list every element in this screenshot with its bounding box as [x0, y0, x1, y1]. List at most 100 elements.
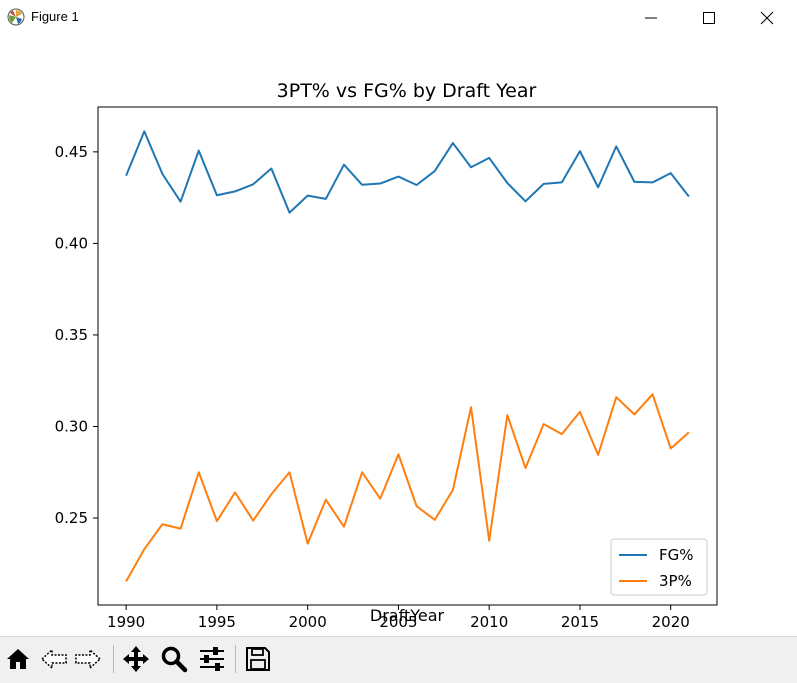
window-title: Figure 1 — [31, 9, 79, 24]
toolbar-separator — [113, 645, 114, 673]
data-point-3p — [397, 453, 399, 455]
data-point-fg — [506, 182, 508, 184]
y-tick-label: 0.30 — [55, 417, 88, 435]
data-point-3p — [524, 467, 526, 469]
figure-canvas[interactable]: 3PT% vs FG% by Draft Year 1990 1995 2000 20… — [0, 36, 797, 636]
toolbar-separator — [235, 645, 236, 673]
data-point-fg — [488, 157, 490, 159]
data-point-3p — [543, 423, 545, 425]
y-tick-label: 0.25 — [55, 509, 88, 527]
data-point-fg — [143, 130, 145, 132]
data-point-fg — [307, 195, 309, 197]
minimize-icon — [645, 17, 657, 19]
data-point-3p — [597, 454, 599, 456]
series-line-fg — [125, 130, 690, 214]
legend-label: 3P% — [659, 572, 692, 590]
data-point-fg — [452, 142, 454, 144]
navigation-toolbar — [0, 636, 797, 683]
data-point-3p — [488, 540, 490, 542]
maximize-button[interactable] — [680, 0, 738, 36]
data-point-3p — [434, 519, 436, 521]
close-button[interactable] — [738, 0, 796, 36]
data-point-3p — [307, 543, 309, 545]
data-point-3p — [252, 520, 254, 522]
legend-label: FG% — [659, 546, 694, 564]
data-point-fg — [688, 196, 690, 198]
title-bar: Figure 1 — [0, 0, 797, 36]
data-point-3p — [561, 433, 563, 435]
data-point-3p — [198, 471, 200, 473]
data-point-fg — [379, 183, 381, 185]
x-tick-label: 2010 — [470, 613, 508, 631]
matplotlib-logo-icon — [7, 8, 25, 26]
configure-subplots-button[interactable] — [196, 643, 228, 675]
data-point-fg — [252, 183, 254, 185]
data-point-fg — [180, 201, 182, 203]
data-point-3p — [416, 505, 418, 507]
data-point-3p — [670, 447, 672, 449]
data-point-fg — [361, 184, 363, 186]
data-point-fg — [543, 183, 545, 185]
configure-subplots-icon — [200, 647, 224, 671]
forward-button[interactable] — [72, 643, 104, 675]
data-point-fg — [670, 172, 672, 174]
data-point-3p — [161, 523, 163, 525]
close-icon — [760, 11, 774, 25]
axes-frame — [97, 106, 718, 606]
back-button[interactable] — [38, 643, 70, 675]
back-icon — [40, 648, 67, 670]
data-point-3p — [234, 491, 236, 493]
y-tick-label: 0.35 — [55, 326, 88, 344]
save-icon — [246, 647, 270, 671]
y-tick-label: 0.40 — [55, 234, 88, 252]
data-point-fg — [234, 190, 236, 192]
data-point-3p — [379, 498, 381, 500]
data-point-fg — [325, 198, 327, 200]
data-point-3p — [688, 431, 690, 433]
data-point-fg — [633, 181, 635, 183]
zoom-button[interactable] — [158, 643, 190, 675]
home-button[interactable] — [2, 643, 34, 675]
data-point-fg — [343, 164, 345, 166]
data-point-3p — [143, 548, 145, 550]
maximize-icon — [703, 12, 715, 24]
x-tick-label: 1990 — [107, 613, 145, 631]
data-point-3p — [325, 499, 327, 501]
data-point-fg — [216, 194, 218, 196]
data-point-fg — [615, 145, 617, 147]
x-tick-label: 2020 — [652, 613, 690, 631]
data-point-3p — [216, 520, 218, 522]
data-point-3p — [579, 411, 581, 413]
forward-icon — [75, 648, 102, 670]
x-tick-label: 2005 — [379, 613, 417, 631]
data-point-fg — [125, 175, 127, 177]
data-point-3p — [452, 489, 454, 491]
data-point-fg — [470, 166, 472, 168]
data-point-fg — [397, 176, 399, 178]
data-point-fg — [597, 186, 599, 188]
data-point-3p — [506, 414, 508, 416]
data-point-3p — [125, 580, 127, 582]
zoom-icon — [161, 646, 188, 673]
x-axis-label: DraftYear — [370, 606, 445, 625]
data-point-3p — [289, 471, 291, 473]
chart-title: 3PT% vs FG% by Draft Year — [277, 80, 537, 102]
pan-icon — [123, 646, 149, 672]
series-line-3p — [125, 393, 690, 582]
pan-button[interactable] — [120, 643, 152, 675]
save-button[interactable] — [242, 643, 274, 675]
data-point-fg — [434, 170, 436, 172]
data-point-fg — [198, 150, 200, 152]
data-point-3p — [633, 413, 635, 415]
data-point-3p — [615, 396, 617, 398]
data-point-fg — [524, 200, 526, 202]
x-tick-label: 2015 — [561, 613, 599, 631]
data-point-fg — [561, 181, 563, 183]
legend: FG% 3P% — [610, 538, 708, 596]
data-point-fg — [161, 173, 163, 175]
y-tick-label: 0.45 — [55, 143, 88, 161]
data-point-3p — [652, 393, 654, 395]
x-tick-label: 1995 — [198, 613, 236, 631]
minimize-button[interactable] — [622, 0, 680, 36]
data-point-fg — [289, 212, 291, 214]
